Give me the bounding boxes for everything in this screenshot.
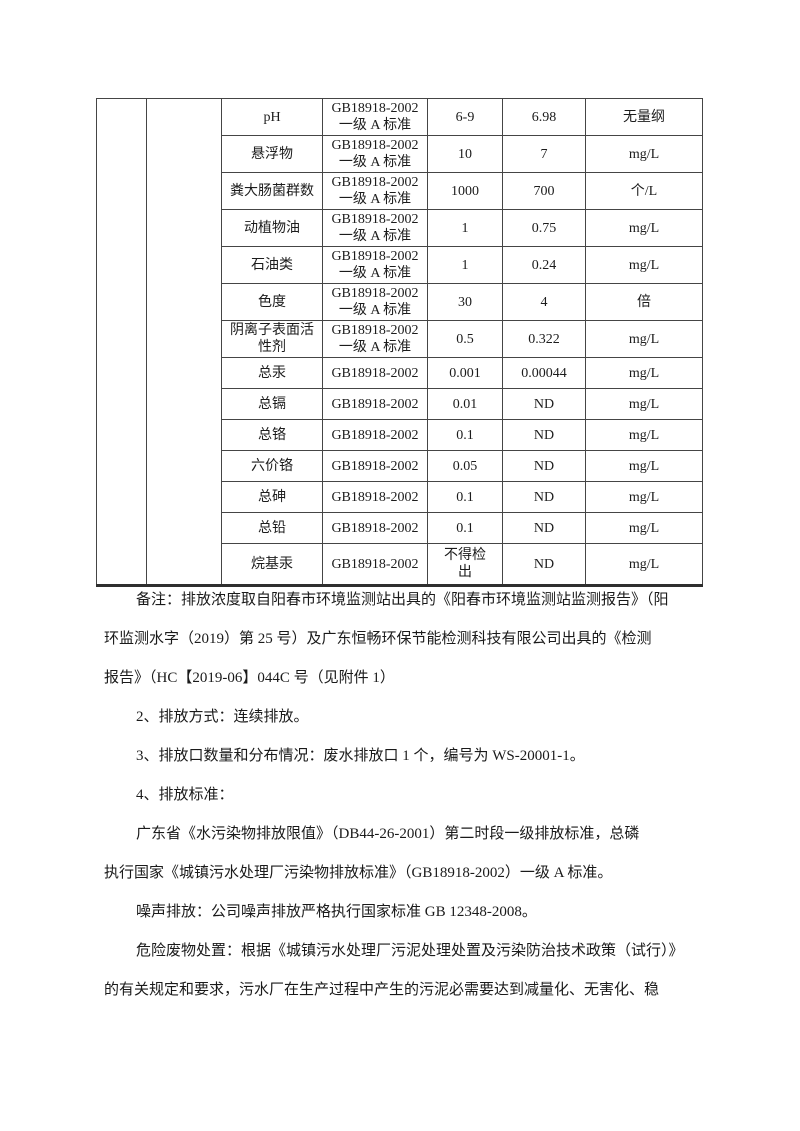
cell-limit: 6-9 bbox=[427, 98, 503, 136]
cell-limit: 0.1 bbox=[427, 419, 503, 451]
cell-unit: mg/L bbox=[585, 246, 703, 284]
text-line: 执行国家《城镇污水处理厂污染物排放标准》（GB18918-2002）一级 A 标… bbox=[104, 865, 613, 881]
table-row: 六价铬 GB18918-2002 0.05 ND mg/L bbox=[97, 450, 703, 482]
cell-unit: mg/L bbox=[585, 419, 703, 451]
cell-param: 悬浮物 bbox=[221, 135, 323, 173]
cell-standard: GB18918-2002 一级 A 标准 bbox=[322, 209, 428, 247]
cell-unit: mg/L bbox=[585, 209, 703, 247]
cell-standard: GB18918-2002 bbox=[322, 419, 428, 451]
cell-value: 6.98 bbox=[502, 98, 586, 136]
carryover-cell-2 bbox=[146, 98, 222, 586]
cell-limit: 0.01 bbox=[427, 388, 503, 420]
cell-value: ND bbox=[502, 481, 586, 513]
parameters-table: pH GB18918-2002 一级 A 标准 6-9 6.98 无量纲 悬浮物… bbox=[96, 98, 703, 587]
cell-value: ND bbox=[502, 450, 586, 482]
cell-standard: GB18918-2002 一级 A 标准 bbox=[322, 98, 428, 136]
cell-param: 色度 bbox=[221, 283, 323, 321]
cell-value: ND bbox=[502, 419, 586, 451]
cell-param: 烷基汞 bbox=[221, 543, 323, 586]
cell-limit: 30 bbox=[427, 283, 503, 321]
cell-standard: GB18918-2002 一级 A 标准 bbox=[322, 246, 428, 284]
table-row: 悬浮物 GB18918-2002 一级 A 标准 10 7 mg/L bbox=[97, 135, 703, 173]
text-line: 危险废物处置：根据《城镇污水处理厂污泥处理处置及污染防治技术政策（试行）》 bbox=[136, 943, 684, 959]
cell-unit: 倍 bbox=[585, 283, 703, 321]
cell-unit: 个/L bbox=[585, 172, 703, 210]
text-line: 报告》（HC【2019-06】044C 号（见附件 1） bbox=[104, 670, 395, 686]
cell-param: pH bbox=[221, 98, 323, 136]
cell-unit: mg/L bbox=[585, 388, 703, 420]
text-line: 的有关规定和要求，污水厂在生产过程中产生的污泥必需要达到减量化、无害化、稳 bbox=[104, 982, 660, 998]
cell-limit: 不得检出 bbox=[427, 543, 503, 586]
cell-limit: 0.5 bbox=[427, 320, 503, 358]
cell-limit: 0.1 bbox=[427, 512, 503, 544]
cell-limit: 0.05 bbox=[427, 450, 503, 482]
text-line: 3、排放口数量和分布情况：废水排放口 1 个，编号为 WS-20001-1。 bbox=[136, 748, 585, 764]
text-line: 噪声排放：公司噪声排放严格执行国家标准 GB 12348-2008。 bbox=[136, 904, 537, 920]
table-row: 总汞 GB18918-2002 0.001 0.00044 mg/L bbox=[97, 357, 703, 389]
cell-param: 总铬 bbox=[221, 419, 323, 451]
text-line: 2、排放方式：连续排放。 bbox=[136, 709, 309, 725]
cell-param: 阴离子表面活性剂 bbox=[221, 320, 323, 358]
cell-value: ND bbox=[502, 512, 586, 544]
cell-unit: mg/L bbox=[585, 512, 703, 544]
cell-unit: mg/L bbox=[585, 135, 703, 173]
cell-limit: 1 bbox=[427, 246, 503, 284]
cell-param: 粪大肠菌群数 bbox=[221, 172, 323, 210]
text-line: 广东省《水污染物排放限值》（DB44-26-2001）第二时段一级排放标准，总磷 bbox=[136, 826, 640, 842]
cell-standard: GB18918-2002 bbox=[322, 388, 428, 420]
cell-value: 7 bbox=[502, 135, 586, 173]
cell-standard: GB18918-2002 一级 A 标准 bbox=[322, 320, 428, 358]
cell-param: 总镉 bbox=[221, 388, 323, 420]
cell-limit: 1 bbox=[427, 209, 503, 247]
cell-unit: mg/L bbox=[585, 357, 703, 389]
notes-section: 备注：排放浓度取自阳春市环境监测站出具的《阳春市环境监测站监测报告》（阳 环监测… bbox=[104, 581, 704, 1010]
cell-standard: GB18918-2002 bbox=[322, 481, 428, 513]
table-row: 烷基汞 GB18918-2002 不得检出 ND mg/L bbox=[97, 543, 703, 586]
cell-limit: 1000 bbox=[427, 172, 503, 210]
table-row: 总镉 GB18918-2002 0.01 ND mg/L bbox=[97, 388, 703, 420]
cell-standard: GB18918-2002 一级 A 标准 bbox=[322, 135, 428, 173]
cell-value: 0.00044 bbox=[502, 357, 586, 389]
cell-param: 石油类 bbox=[221, 246, 323, 284]
text-line: 备注：排放浓度取自阳春市环境监测站出具的《阳春市环境监测站监测报告》（阳 bbox=[136, 592, 669, 608]
cell-limit: 0.001 bbox=[427, 357, 503, 389]
cell-standard: GB18918-2002 bbox=[322, 512, 428, 544]
cell-value: ND bbox=[502, 388, 586, 420]
cell-value: ND bbox=[502, 543, 586, 586]
carryover-cell-1 bbox=[96, 98, 147, 586]
table-row: 动植物油 GB18918-2002 一级 A 标准 1 0.75 mg/L bbox=[97, 209, 703, 247]
cell-value: 4 bbox=[502, 283, 586, 321]
text-line: 4、排放标准： bbox=[136, 787, 234, 803]
cell-param: 六价铬 bbox=[221, 450, 323, 482]
table-row: pH GB18918-2002 一级 A 标准 6-9 6.98 无量纲 bbox=[96, 98, 703, 586]
cell-standard: GB18918-2002 bbox=[322, 357, 428, 389]
cell-standard: GB18918-2002 bbox=[322, 543, 428, 586]
cell-param: 动植物油 bbox=[221, 209, 323, 247]
cell-unit: mg/L bbox=[585, 450, 703, 482]
cell-value: 0.75 bbox=[502, 209, 586, 247]
cell-unit: mg/L bbox=[585, 320, 703, 358]
cell-value: 0.322 bbox=[502, 320, 586, 358]
cell-limit: 10 bbox=[427, 135, 503, 173]
text-line: 环监测水字（2019）第 25 号）及广东恒畅环保节能检测科技有限公司出具的《检… bbox=[104, 631, 652, 647]
cell-standard: GB18918-2002 bbox=[322, 450, 428, 482]
table-row: 粪大肠菌群数 GB18918-2002 一级 A 标准 1000 700 个/L bbox=[97, 172, 703, 210]
cell-standard: GB18918-2002 一级 A 标准 bbox=[322, 283, 428, 321]
cell-unit: mg/L bbox=[585, 481, 703, 513]
cell-unit: 无量纲 bbox=[585, 98, 703, 136]
cell-value: 0.24 bbox=[502, 246, 586, 284]
table-row: 石油类 GB18918-2002 一级 A 标准 1 0.24 mg/L bbox=[97, 246, 703, 284]
cell-param: 总砷 bbox=[221, 481, 323, 513]
table-row: 总铅 GB18918-2002 0.1 ND mg/L bbox=[97, 512, 703, 544]
cell-param: 总汞 bbox=[221, 357, 323, 389]
cell-unit: mg/L bbox=[585, 543, 703, 586]
cell-standard: GB18918-2002 一级 A 标准 bbox=[322, 172, 428, 210]
cell-param: 总铅 bbox=[221, 512, 323, 544]
cell-limit: 0.1 bbox=[427, 481, 503, 513]
cell-value: 700 bbox=[502, 172, 586, 210]
